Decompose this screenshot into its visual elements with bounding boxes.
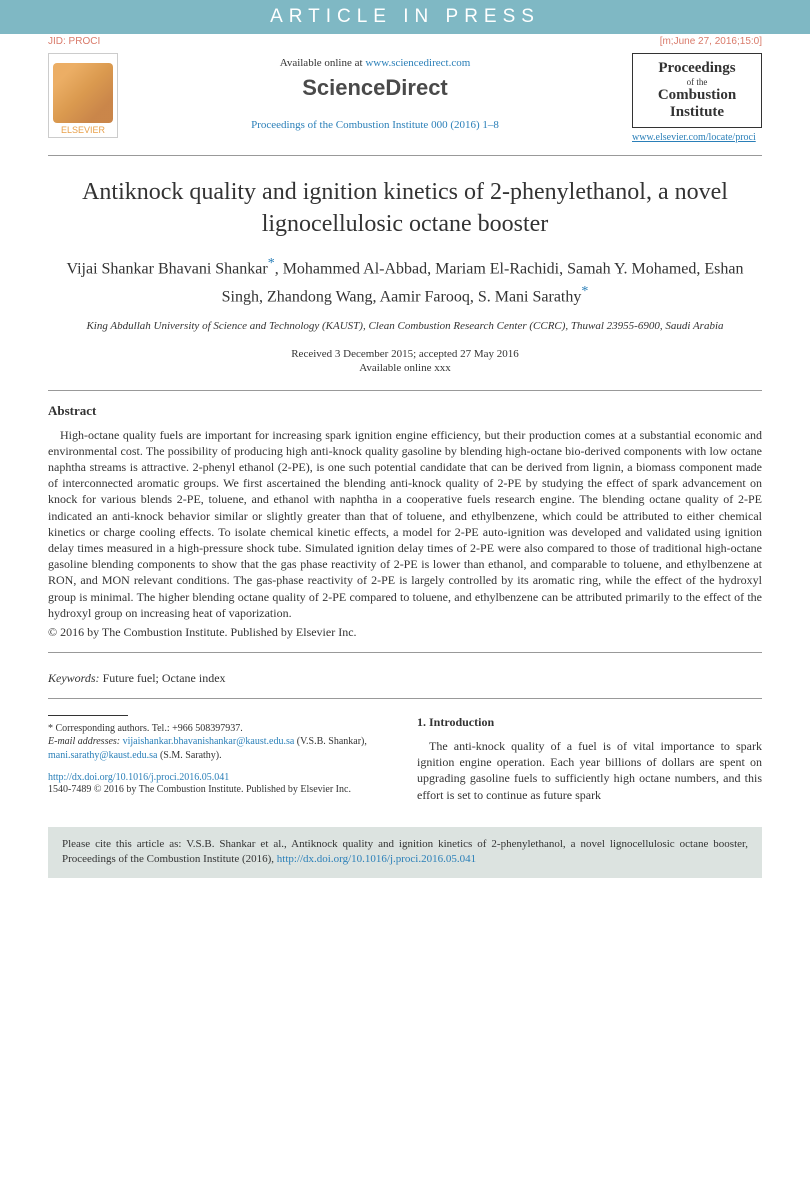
corresponding-authors: * Corresponding authors. Tel.: +966 5083… [48,722,393,736]
sciencedirect-link[interactable]: www.sciencedirect.com [365,57,470,69]
available-text: Available online at [280,57,366,69]
available-online: Available online at www.sciencedirect.co… [130,57,620,69]
jid-label: JID: PROCI [48,36,100,47]
elsevier-text: ELSEVIER [61,125,105,135]
email-label: E-mail addresses: [48,736,120,747]
intro-text: The anti-knock quality of a fuel is of v… [417,738,762,803]
meta-row: JID: PROCI [m;June 27, 2016;15:0] [0,34,810,49]
affiliation: King Abdullah University of Science and … [0,319,810,343]
intro-heading: 1. Introduction [417,715,762,730]
col-left: * Corresponding authors. Tel.: +966 5083… [48,715,393,803]
journal-ofthe: of the [641,77,753,87]
meta-date: [m;June 27, 2016;15:0] [660,36,762,47]
col-right: 1. Introduction The anti-knock quality o… [417,715,762,803]
authors: Vijai Shankar Bhavani Shankar*, Mohammed… [0,253,810,320]
header-center: Available online at www.sciencedirect.co… [130,53,620,131]
journal-reference: Proceedings of the Combustion Institute … [130,119,620,131]
abstract-heading: Abstract [48,403,762,419]
divider-top [48,155,762,156]
two-column: * Corresponding authors. Tel.: +966 5083… [0,703,810,807]
footnote-separator [48,715,128,716]
sciencedirect-logo: ScienceDirect [130,75,620,101]
abstract-section: Abstract High-octane quality fuels are i… [0,395,810,648]
article-title: Antiknock quality and ignition kinetics … [0,160,810,253]
name-1: (V.S.B. Shankar), [294,736,367,747]
available-xxx: Available online xxx [0,362,810,386]
email-block: E-mail addresses: vijaishankar.bhavanish… [48,735,393,762]
issn: 1540-7489 © 2016 by The Combustion Insti… [48,784,393,795]
journal-proc: Proceedings [641,60,753,77]
article-in-press-banner: ARTICLE IN PRESS [0,0,810,34]
journal-comb: Combustion [641,87,753,104]
keywords: Keywords: Future fuel; Octane index [0,657,810,694]
abstract-text: High-octane quality fuels are important … [48,427,762,621]
copyright: © 2016 by The Combustion Institute. Publ… [48,625,762,640]
journal-inst: Institute [641,104,753,121]
elsevier-logo: ELSEVIER [48,53,118,138]
cite-link[interactable]: http://dx.doi.org/10.1016/j.proci.2016.0… [277,853,476,865]
journal-box-wrapper: Proceedings of the Combustion Institute … [632,53,762,143]
keywords-text: Future fuel; Octane index [100,671,226,685]
footnote: * Corresponding authors. Tel.: +966 5083… [48,722,393,763]
divider-kw [48,698,762,699]
star-icon: * [581,284,588,299]
cite-box: Please cite this article as: V.S.B. Shan… [48,827,762,878]
divider-abs [48,652,762,653]
header-block: ELSEVIER Available online at www.science… [0,49,810,151]
keywords-label: Keywords: [48,671,100,685]
email-link-2[interactable]: mani.sarathy@kaust.edu.sa [48,750,157,761]
doi[interactable]: http://dx.doi.org/10.1016/j.proci.2016.0… [48,772,393,783]
journal-link[interactable]: www.elsevier.com/locate/proci [632,132,762,143]
name-2: (S.M. Sarathy). [157,750,221,761]
journal-box: Proceedings of the Combustion Institute [632,53,762,128]
star-icon: * [268,256,275,271]
divider-mid [48,390,762,391]
dates: Received 3 December 2015; accepted 27 Ma… [0,344,810,362]
elsevier-tree-icon [53,63,113,123]
email-link-1[interactable]: vijaishankar.bhavanishankar@kaust.edu.sa [123,736,295,747]
